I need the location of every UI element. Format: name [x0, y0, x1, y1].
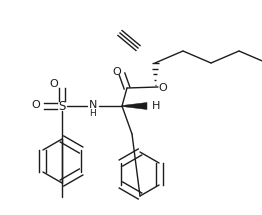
Text: H: H	[90, 109, 96, 118]
Text: O: O	[159, 83, 167, 93]
Text: N: N	[89, 100, 97, 110]
Text: H: H	[152, 101, 160, 111]
Text: O: O	[113, 67, 121, 77]
Text: O: O	[50, 79, 58, 89]
Polygon shape	[122, 103, 147, 109]
Text: O: O	[32, 100, 40, 110]
Text: S: S	[58, 100, 66, 112]
